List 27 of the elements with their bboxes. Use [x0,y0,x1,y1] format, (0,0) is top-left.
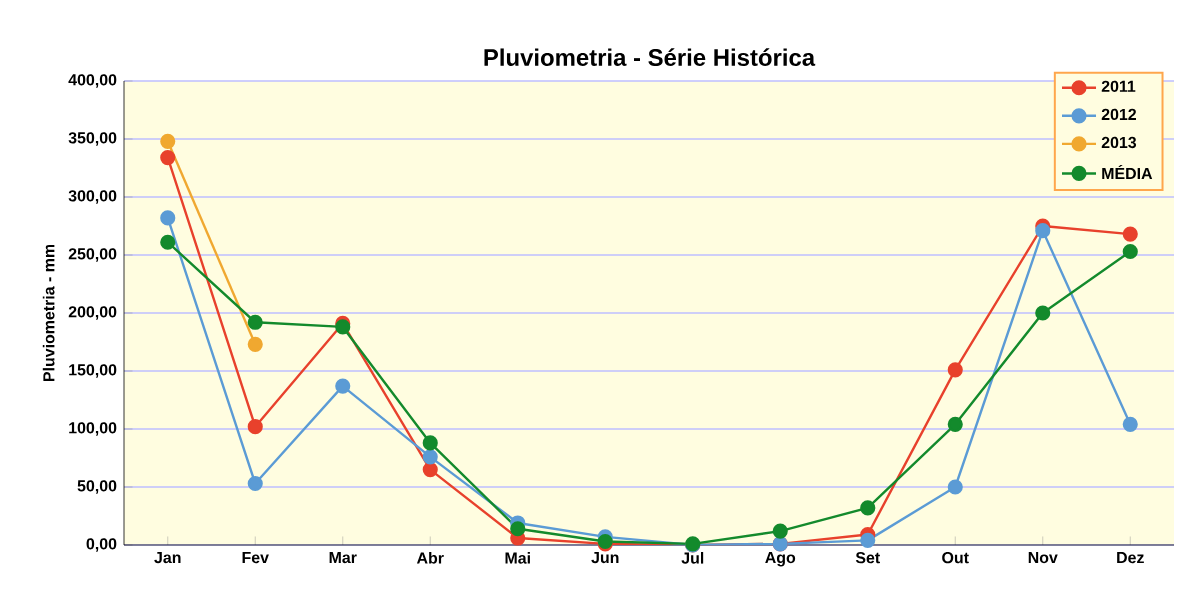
x-tick-label: Ago [765,552,796,567]
y-tick-label: 200,00 [68,306,117,320]
x-tick-label: Mai [505,552,530,564]
y-tick-label: 0,00 [86,538,117,552]
y-tick-label: 50,00 [77,480,117,494]
legend-label: 2011 [1101,80,1136,92]
x-tick-label: Set [855,552,880,564]
legend-label: 2012 [1101,108,1136,121]
x-tick-label: Fev [242,552,269,564]
x-tick-label: Jul [681,552,704,564]
y-tick-label: 300,00 [68,190,117,204]
y-axis-title: Pluviometria - mm [42,244,55,382]
legend-label: 2013 [1101,136,1137,149]
x-tick-label: Jun [591,552,619,564]
y-tick-label: 250,00 [68,248,117,262]
y-tick-label: 100,00 [69,422,117,436]
x-tick-label: Mar [329,552,357,564]
y-tick-label: 350,00 [68,132,117,146]
legend-label: MÉDIA [1102,164,1153,180]
y-tick-label: 150,00 [69,364,117,378]
chart-title: Pluviometria - Série Histórica [484,48,816,66]
x-tick-label: Nov [1028,552,1058,564]
x-tick-label: Jan [154,552,181,564]
x-tick-label: Out [942,552,969,564]
x-tick-label: Abr [416,552,444,564]
y-tick-label: 400,00 [68,74,117,88]
x-tick-label: Dez [1117,552,1144,564]
